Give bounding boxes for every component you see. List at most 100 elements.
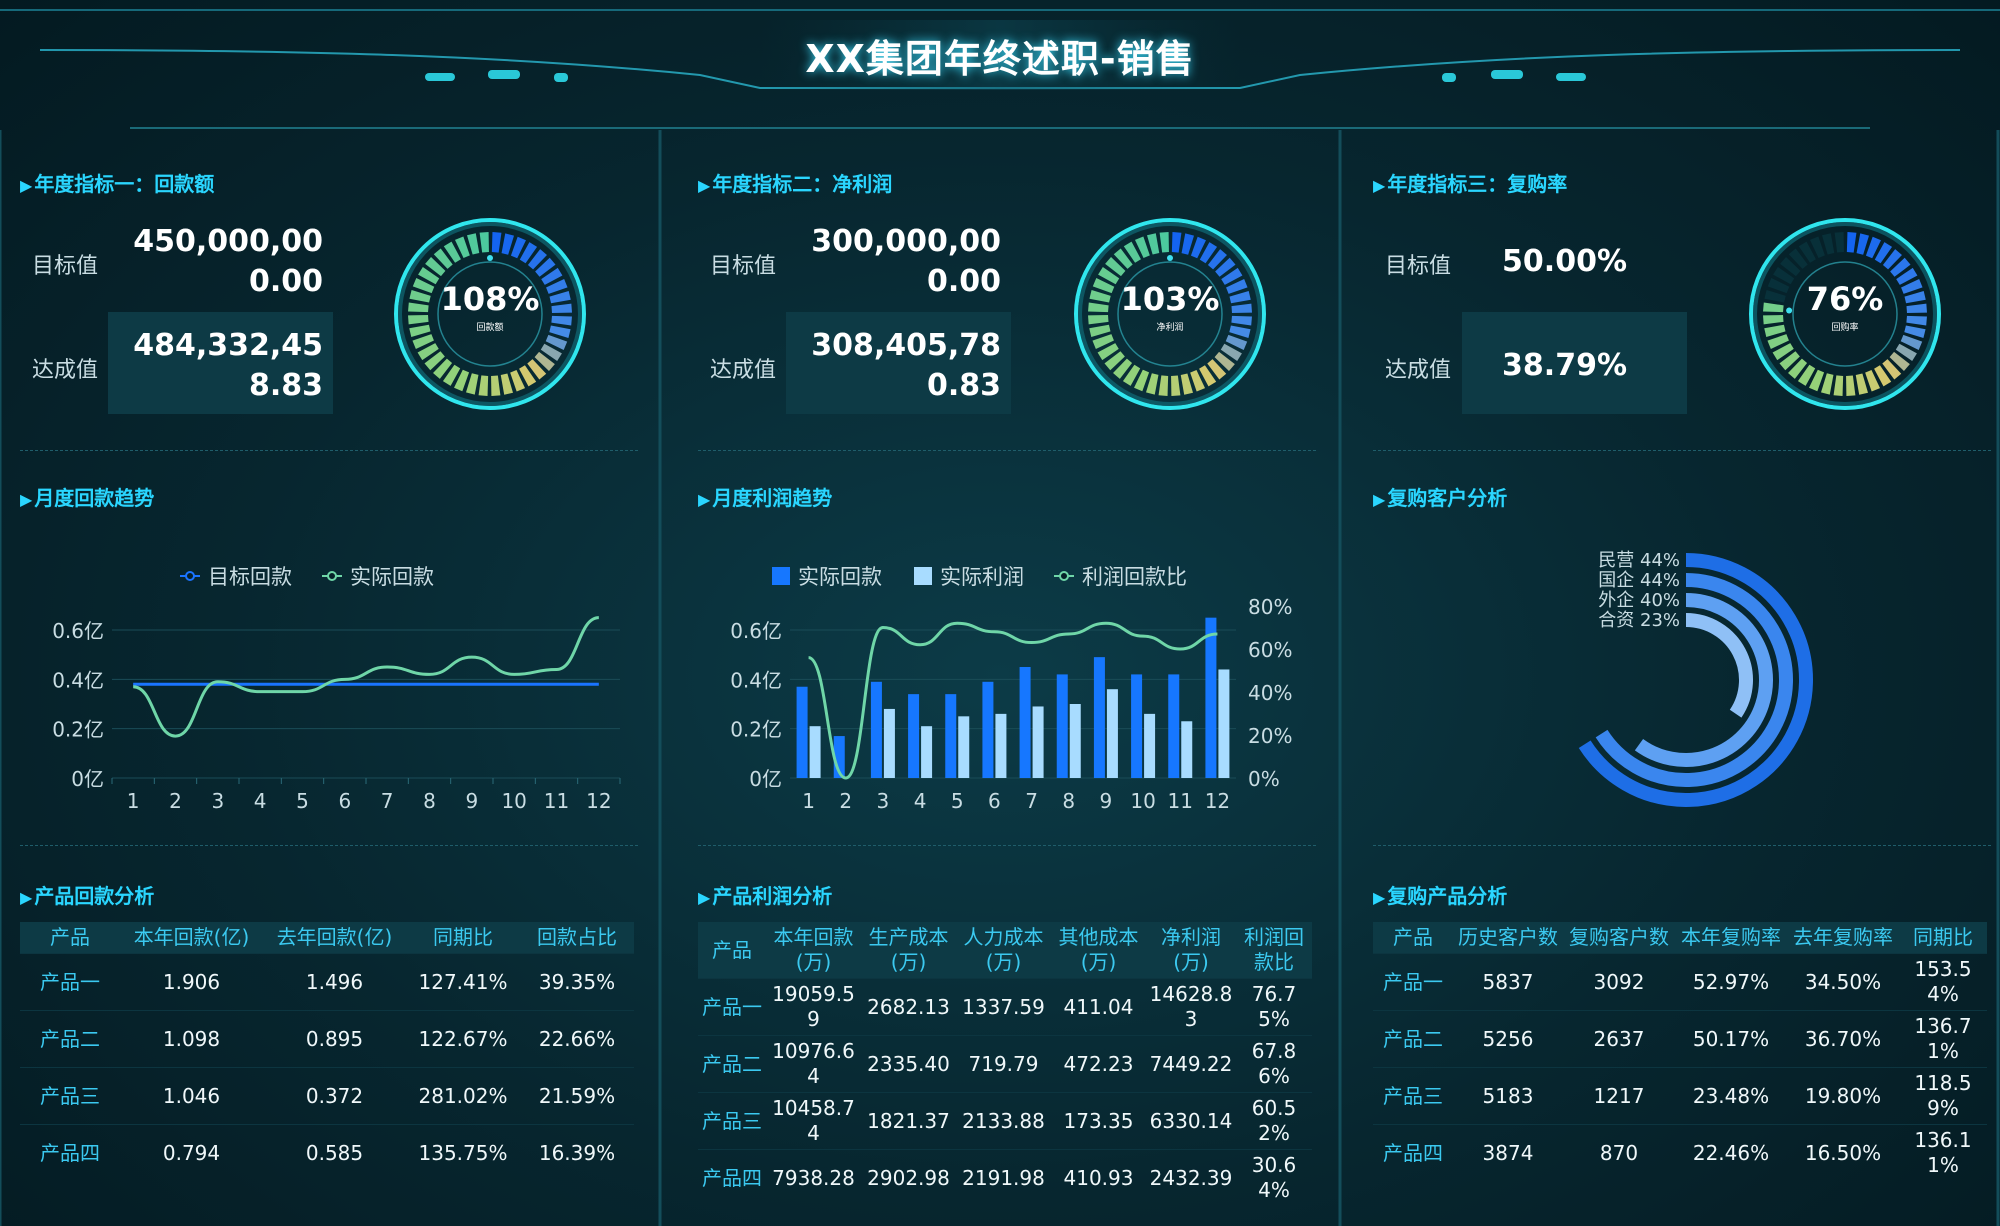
table-row: 产品四 0.794 0.585 135.75% 16.39% (20, 1124, 634, 1182)
bar-actual-profit (921, 726, 933, 778)
gauge-segment (510, 236, 526, 259)
table-row-product: 产品二 (20, 1010, 120, 1068)
divider (698, 450, 1316, 452)
gauge-segment (1134, 369, 1150, 392)
gauge-segment (546, 278, 568, 294)
gauge-segment (1865, 236, 1881, 259)
table-cell: 22.66% (520, 1010, 634, 1068)
gauge-segment (534, 351, 555, 371)
gauge-segment (551, 315, 572, 326)
table-row-product: 产品三 (698, 1092, 766, 1150)
table-cell: 5256 (1453, 1010, 1563, 1068)
table-cell: 136.71% (1899, 1010, 1987, 1068)
table-cell: 135.75% (406, 1124, 520, 1182)
kpi-actual-value-3: 38.79% (1502, 348, 1627, 383)
kpi-target-value-2: 300,000,000.00 (811, 224, 1001, 299)
gauge-percent-1: 108% (440, 280, 540, 318)
gauge-ring-1 (394, 218, 586, 410)
table-cell: 50.17% (1675, 1010, 1787, 1068)
table-cell: 34.50% (1787, 953, 1899, 1011)
gauge-outer-ring (1749, 218, 1941, 410)
table-cell: 5183 (1453, 1067, 1563, 1125)
gauge-segment (1089, 324, 1111, 337)
table-cell: 2133.88 (956, 1092, 1051, 1150)
x-tick-label: 10 (501, 789, 526, 813)
radial-label: 国企 44% (1598, 570, 1680, 591)
gauge-segment (479, 232, 489, 253)
gauge-segment (1890, 257, 1911, 277)
table-cell: 14628.83 (1146, 978, 1236, 1036)
bar-actual-profit (958, 716, 970, 778)
gauge-segment (549, 291, 571, 304)
table-row: 产品一 1.906 1.496 127.41% 39.35% (20, 953, 634, 1011)
gauge-segment (408, 315, 429, 325)
radial-bar-民营 (1578, 553, 1813, 807)
gauge-segment (1199, 242, 1218, 264)
table-cell: 719.79 (956, 1035, 1051, 1093)
legend-swatch (914, 567, 932, 585)
table-cell: 1.906 (120, 953, 263, 1011)
table-cell: 7449.22 (1146, 1035, 1236, 1093)
y-tick-label: 0.6亿 (52, 619, 104, 643)
gauge-segment (1220, 343, 1242, 362)
legend-label: 实际利润 (940, 565, 1024, 589)
gauge-segment (1171, 232, 1182, 253)
divider (698, 845, 1316, 847)
gauge-segment (1846, 375, 1856, 396)
divider (1373, 845, 1991, 847)
table-cell: 0.585 (263, 1124, 406, 1182)
gauge-segment (1088, 315, 1109, 325)
gauge-segment (1180, 373, 1193, 395)
gauge-segment (425, 257, 446, 277)
table-cell: 76.75% (1236, 978, 1312, 1036)
gauge-segment (1122, 364, 1141, 386)
y2-tick-label: 80% (1248, 595, 1292, 619)
gauge-segment (1855, 373, 1868, 395)
table-row-product: 产品二 (1373, 1010, 1453, 1068)
table-cell: 1.046 (120, 1067, 263, 1125)
gauge-segment (1904, 325, 1926, 339)
table-cell: 39.35% (520, 953, 634, 1011)
gauge-segment (1088, 302, 1109, 313)
table-row: 产品一 19059.59 2682.13 1337.59 411.04 14628.83 7… (698, 978, 1312, 1036)
gauge-segment (1207, 359, 1227, 380)
x-tick-label: 5 (296, 789, 309, 813)
table-row: 产品三 5183 1217 23.48% 19.80% 118.59% (1373, 1067, 1987, 1125)
series-actual-line (132, 616, 600, 738)
kpi-target-label-2: 目标值 (710, 254, 777, 279)
table-cell: 472.23 (1051, 1035, 1146, 1093)
gauge-segment (1229, 291, 1251, 304)
table-cell: 2191.98 (956, 1149, 1051, 1207)
x-tick-label: 2 (169, 789, 182, 813)
table-row: 产品一 5837 3092 52.97% 34.50% 153.54% (1373, 953, 1987, 1011)
x-tick-label: 8 (423, 789, 436, 813)
gauge-segment (1215, 257, 1236, 277)
gauge-segment (551, 303, 572, 313)
gauge-segment (540, 343, 562, 362)
table-row-product: 产品一 (20, 953, 120, 1011)
gauge-segment (1221, 267, 1243, 285)
gauge-outer-ring (394, 218, 586, 410)
bar-actual-profit (809, 726, 821, 778)
gauge-segment (491, 375, 501, 396)
gauge-segment (1772, 343, 1794, 361)
gauge-segment (1788, 248, 1808, 269)
x-tick-label: 11 (1168, 789, 1193, 813)
table-cell: 67.86% (1236, 1035, 1312, 1093)
table-row: 产品二 5256 2637 50.17% 36.70% 136.71% (1373, 1010, 1987, 1068)
gauge-segment (1092, 278, 1115, 294)
gauge-glow-ring (1753, 222, 1937, 406)
table-cell: 7938.28 (766, 1149, 861, 1207)
gauge-segment (1767, 334, 1789, 350)
table-row-product: 产品三 (1373, 1067, 1453, 1125)
gauge-segment (1882, 249, 1902, 270)
legend-swatch (772, 567, 790, 585)
gauge-segment (1159, 232, 1169, 253)
gauge-segment (1113, 358, 1133, 379)
kpi-title-2: 年度指标二：净利润 (698, 168, 892, 197)
kpi-actual-box-3 (1462, 312, 1687, 414)
table-cell: 870 (1563, 1124, 1675, 1182)
gauge-glow-ring (1078, 222, 1262, 406)
gauge-segment (1896, 267, 1918, 285)
gauge-segment (1904, 291, 1926, 304)
